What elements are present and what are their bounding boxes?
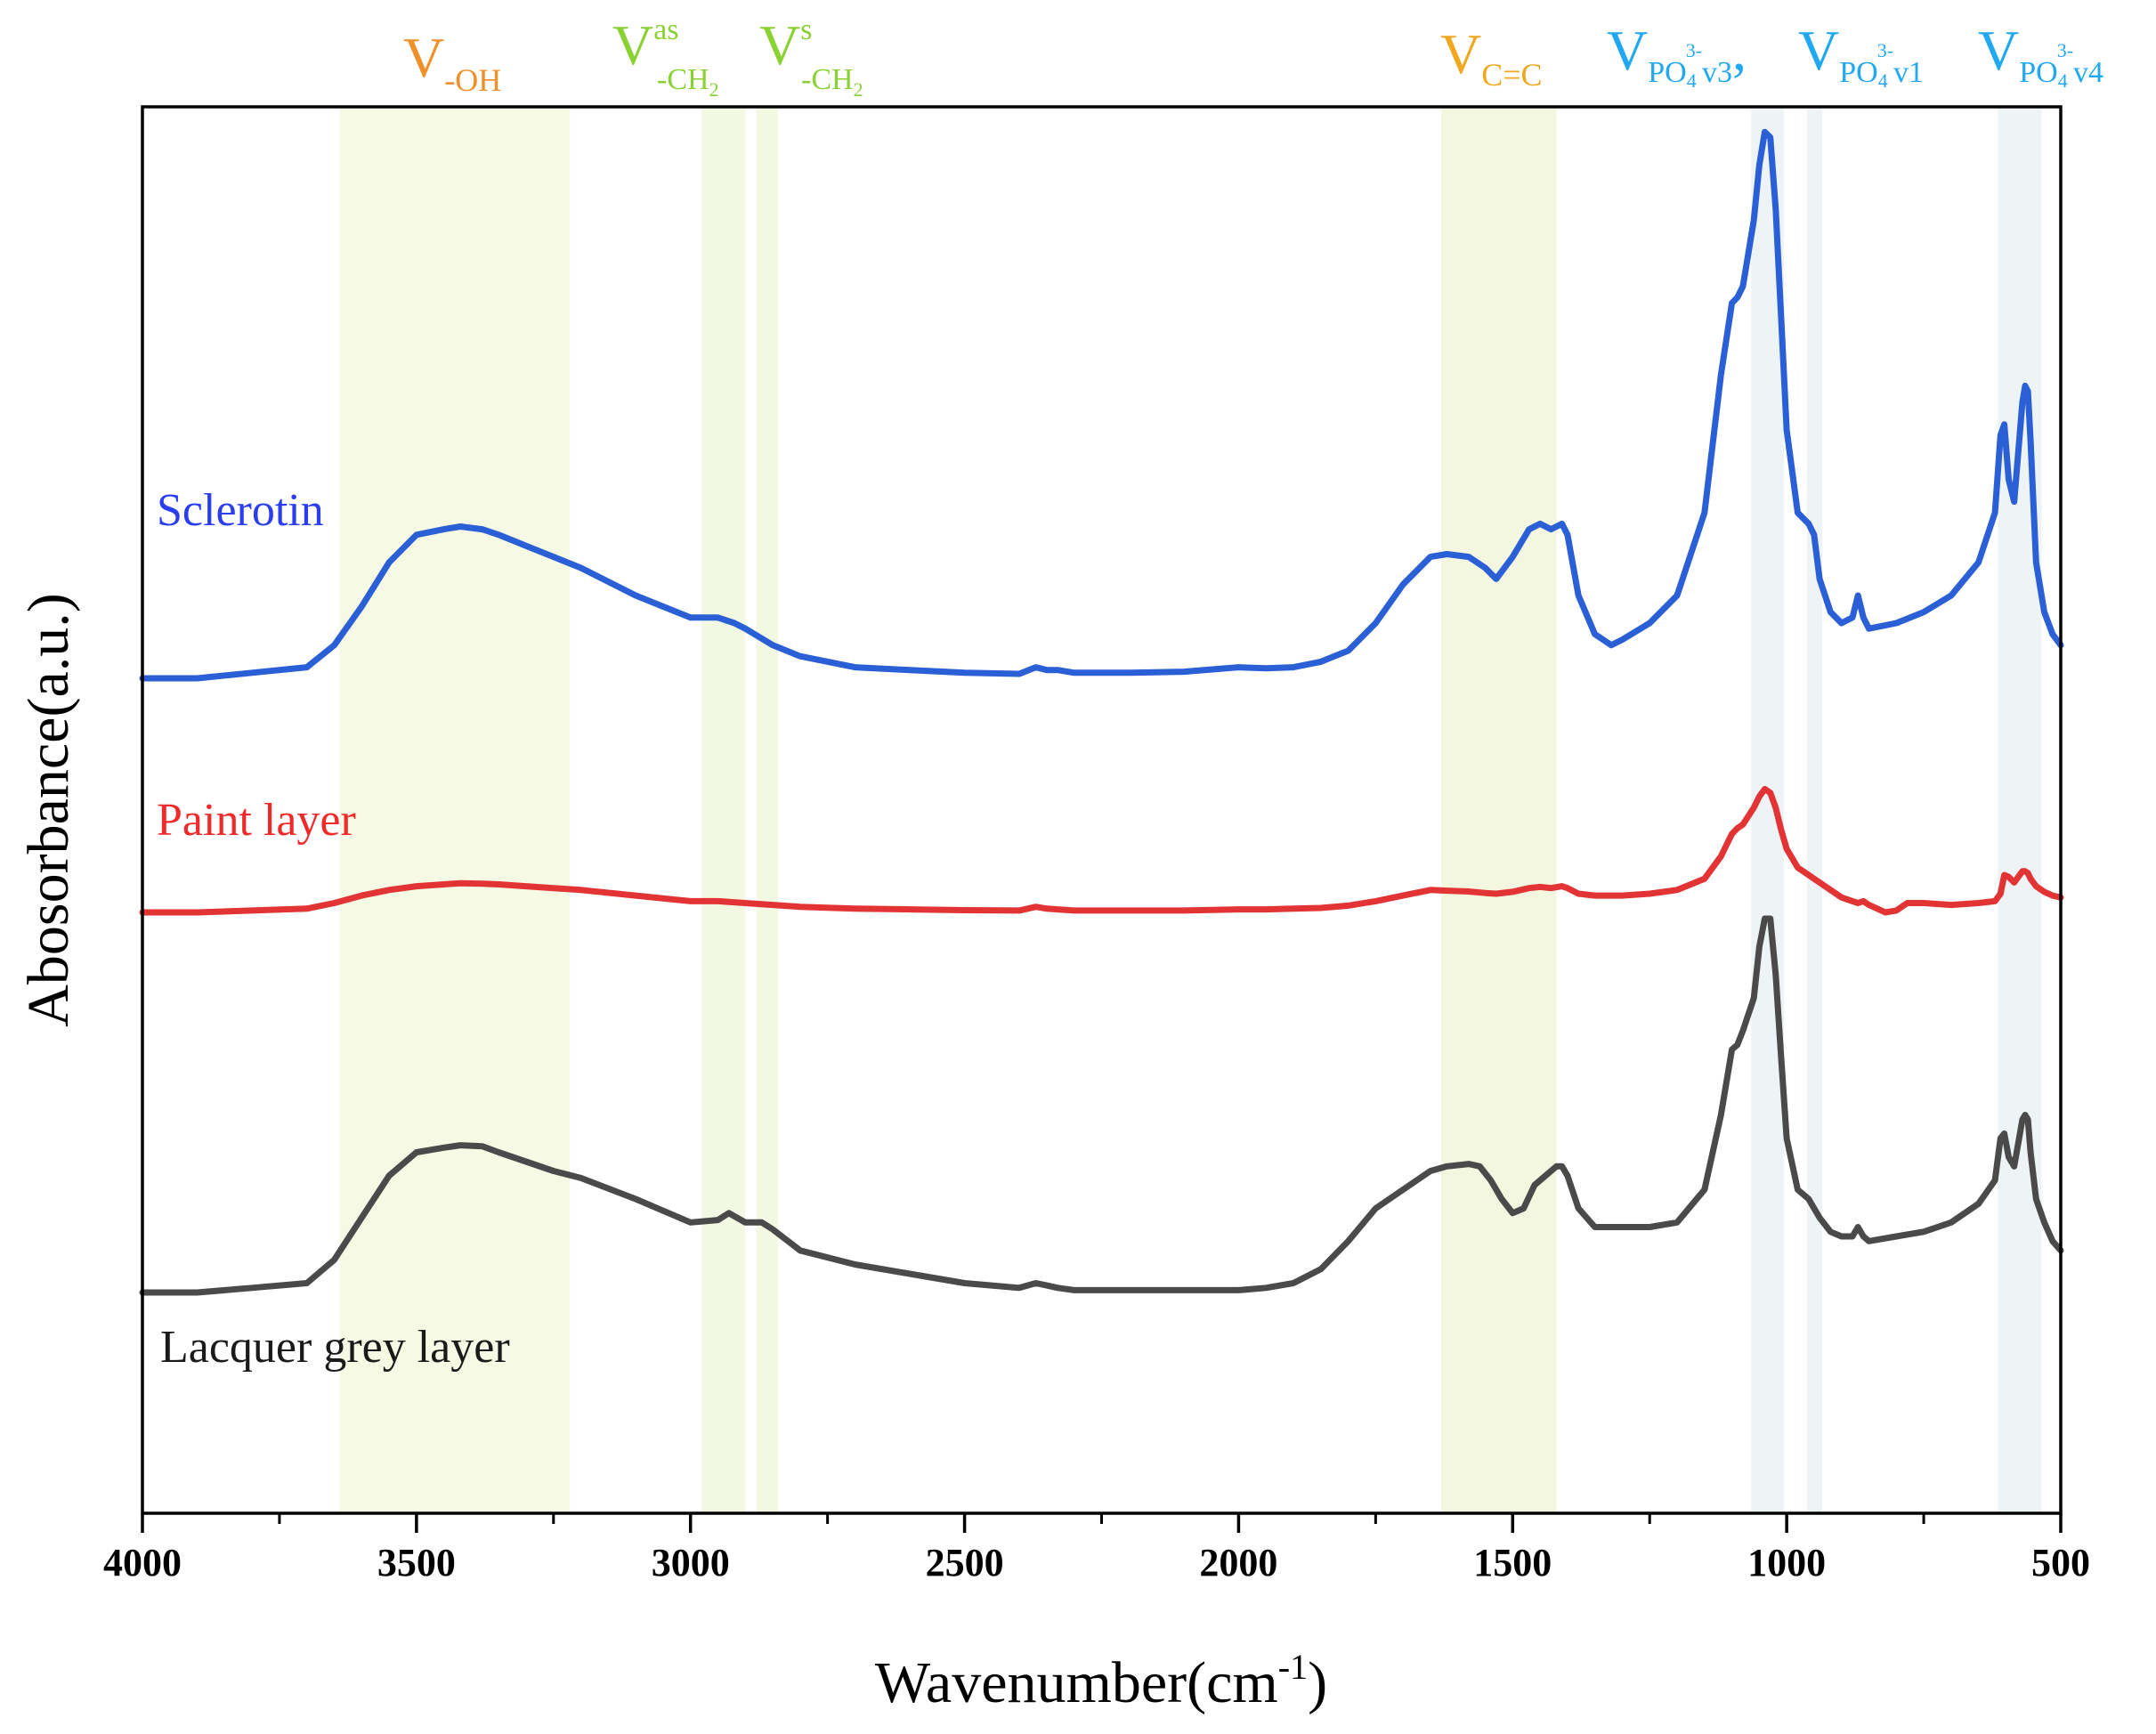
annotation-v-ch2-s-main: V xyxy=(759,13,800,77)
series-line-paint-layer xyxy=(139,785,2064,916)
annotation-v-po4-v4-sub2: 4 xyxy=(2058,69,2068,92)
series-label-sclerotin: Sclerotin xyxy=(157,485,324,536)
annotation-v-oh: V-OH xyxy=(403,26,501,98)
annotation-v-cc-sub: C=C xyxy=(1481,57,1542,93)
annotation-v-ch2-as-sub2: 2 xyxy=(709,78,719,101)
annotation-v-cc-main: V xyxy=(1440,22,1481,85)
annotation-v-ch2-as-main: V xyxy=(612,13,653,77)
band-0 xyxy=(339,107,571,1513)
x-tick-label: 3500 xyxy=(377,1541,456,1584)
annotation-v-po4-v3-sup: 3- xyxy=(1686,39,1702,61)
annotation-v-cc: VC=C xyxy=(1440,22,1543,93)
spectra-lines xyxy=(139,128,2064,1296)
x-tick-label: 1000 xyxy=(1747,1541,1826,1584)
annotation-v-ch2-s-sub: -CH xyxy=(801,63,854,96)
annotation-v-po4-v1-tail: v1 xyxy=(1893,56,1924,89)
x-axis-title-close: ) xyxy=(1308,1650,1327,1715)
annotation-v-po4-v3: VPO4 3-v3, xyxy=(1607,19,1747,92)
annotation-v-ch2-s-sup: s xyxy=(800,13,812,46)
x-axis-title: Wavenumber(cm-1) xyxy=(875,1647,1327,1715)
x-axis-title-superscript: -1 xyxy=(1278,1647,1308,1687)
y-axis-title: Abosorbance(a.u.) xyxy=(16,593,81,1026)
band-highlights xyxy=(339,107,2042,1513)
annotation-v-po4-v3-sub2: 4 xyxy=(1687,69,1697,92)
annotation-v-ch2-s: Vs -CH2 xyxy=(759,13,863,101)
annotation-v-po4-v1-sub: PO xyxy=(1839,56,1877,89)
x-axis-title-main: Wavenumber(cm xyxy=(875,1650,1278,1715)
annotation-v-po4-v4-sub: PO xyxy=(2019,56,2057,89)
annotation-v-po4-v1-main: V xyxy=(1798,19,1839,82)
annotation-v-po4-v1: VPO4 3-v1 xyxy=(1798,19,1924,92)
series-label-paint-layer: Paint layer xyxy=(157,795,356,846)
annotation-v-po4-v4-sup: 3- xyxy=(2057,39,2073,61)
annotation-v-po4-v4-main: V xyxy=(1978,19,2019,82)
annotation-v-po4-v3-sub: PO xyxy=(1648,56,1686,89)
band-1 xyxy=(701,107,746,1513)
annotation-v-po4-v1-sup: 3- xyxy=(1877,39,1893,61)
annotation-v-po4-v1-sub2: 4 xyxy=(1878,69,1888,92)
series-line-sclerotin xyxy=(139,128,2064,682)
x-tick-label: 500 xyxy=(2031,1541,2090,1584)
annotation-v-po4-v4: VPO4 3-v4 xyxy=(1978,19,2103,92)
annotation-v-ch2-as-sub: -CH xyxy=(657,63,709,96)
annotation-v-oh-main: V xyxy=(403,26,444,89)
annotation-v-ch2-s-sub2: 2 xyxy=(854,78,863,101)
band-5 xyxy=(1806,107,1823,1513)
annotation-v-ch2-as: Vas -CH2 xyxy=(612,13,719,101)
x-axis-ticks: 4000 3500 3000 2500 2000 1500 1000 500 xyxy=(103,1513,2090,1584)
x-tick-label: 4000 xyxy=(103,1541,182,1584)
annotation-v-po4-v3-sep: , xyxy=(1732,19,1747,82)
x-tick-label: 2500 xyxy=(926,1541,1004,1584)
annotation-v-ch2-as-sup: as xyxy=(653,13,678,46)
x-tick-label: 3000 xyxy=(652,1541,730,1584)
series-line-lacquer-grey-layer xyxy=(139,915,2064,1296)
series-label-lacquer-grey-layer: Lacquer grey layer xyxy=(160,1322,510,1373)
annotation-v-po4-v3-tail: v3 xyxy=(1702,56,1732,89)
annotation-v-oh-sub: -OH xyxy=(444,62,501,98)
band-2 xyxy=(756,107,779,1513)
band-3 xyxy=(1441,107,1557,1513)
x-tick-label: 1500 xyxy=(1473,1541,1552,1584)
band-6 xyxy=(1998,107,2042,1513)
annotation-v-po4-v3-main: V xyxy=(1607,19,1648,82)
annotation-v-po4-v4-tail: v4 xyxy=(2073,56,2103,89)
x-tick-label: 2000 xyxy=(1199,1541,1277,1584)
